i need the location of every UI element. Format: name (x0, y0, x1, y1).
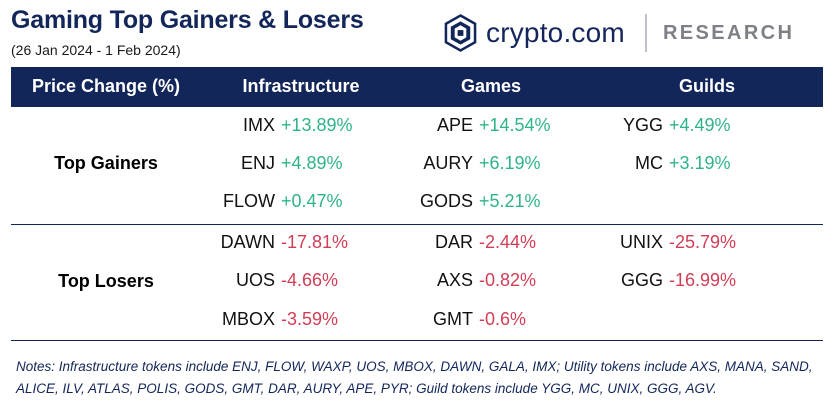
price-change-value: -2.44% (479, 232, 537, 252)
token-symbol: UNIX (619, 232, 663, 252)
token-symbol: DAR (434, 232, 473, 252)
token-symbol: YGG (622, 115, 663, 135)
brand-logo: crypto.com RESEARCH (444, 12, 794, 54)
price-change-value: +4.49% (669, 115, 731, 135)
token-symbol: AXS (436, 270, 473, 290)
price-change-value: -16.99% (669, 270, 737, 290)
price-change-value: -4.66% (281, 270, 339, 290)
section-divider (11, 224, 823, 225)
column-header-price-change: Price Change (%) (31, 76, 181, 96)
token-symbol: FLOW (223, 191, 275, 211)
price-change-value: -0.82% (479, 270, 537, 290)
price-change-value: -17.81% (281, 232, 349, 252)
token-symbol: ENJ (240, 153, 275, 173)
token-symbol: APE (436, 115, 473, 135)
price-change-value: -0.6% (479, 309, 527, 329)
column-header-guilds: Guilds (678, 76, 735, 96)
token-symbol: GMT (433, 309, 473, 329)
token-symbol: DAWN (220, 232, 275, 252)
row-label-top-gainers: Top Gainers (54, 153, 158, 173)
token-symbol: UOS (235, 270, 275, 290)
footnote: Notes: Infrastructure tokens include ENJ… (16, 359, 813, 396)
logo-divider (644, 14, 647, 52)
column-header-infrastructure: Infrastructure (242, 76, 360, 96)
table-bottom-border (11, 340, 823, 341)
price-change-value: +0.47% (281, 191, 343, 211)
token-symbol: GODS (419, 191, 473, 211)
token-symbol: IMX (242, 115, 275, 135)
price-change-value: +14.54% (479, 115, 551, 135)
logo-section-text: RESEARCH (662, 21, 795, 44)
table-header: Price Change (%) Infrastructure Games Gu… (11, 67, 823, 107)
price-change-value: +13.89% (281, 115, 353, 135)
token-symbol: AURY (423, 153, 473, 173)
price-change-value: +6.19% (479, 153, 541, 173)
date-range: (26 Jan 2024 - 1 Feb 2024) (11, 42, 181, 58)
price-change-value: -25.79% (669, 232, 737, 252)
column-header-games: Games (460, 76, 522, 96)
logo-brand-text: crypto.com (486, 17, 625, 48)
token-symbol: GGG (620, 270, 663, 290)
crypto-com-shield-icon (444, 14, 477, 52)
token-symbol: MBOX (221, 309, 275, 329)
price-change-value: +5.21% (479, 191, 541, 211)
price-change-value: +4.89% (281, 153, 343, 173)
row-label-top-losers: Top Losers (58, 271, 154, 291)
price-change-value: +3.19% (669, 153, 731, 173)
price-change-value: -3.59% (281, 309, 339, 329)
token-symbol: MC (635, 153, 663, 173)
page-title: Gaming Top Gainers & Losers (11, 6, 364, 34)
